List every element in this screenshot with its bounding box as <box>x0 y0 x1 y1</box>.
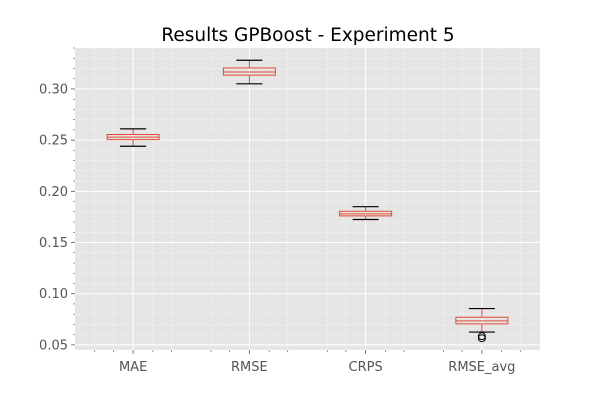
y-tick-label: 0.10 <box>39 287 68 302</box>
x-tick-label: MAE <box>119 360 147 375</box>
y-tick-label: 0.30 <box>39 82 68 97</box>
y-axis: 0.05 0.10 0.15 0.20 0.25 0.30 <box>39 48 75 353</box>
x-axis: MAE RMSE CRPS RMSE_avg <box>95 350 520 375</box>
x-tick-label: RMSE <box>231 360 268 375</box>
plot-area <box>75 48 540 350</box>
x-tick-label: RMSE_avg <box>448 360 515 375</box>
y-tick-label: 0.25 <box>39 134 68 149</box>
y-tick-label: 0.05 <box>39 338 68 353</box>
x-tick-label: CRPS <box>349 360 383 375</box>
y-tick-label: 0.20 <box>39 185 68 200</box>
y-tick-label: 0.15 <box>39 236 68 251</box>
chart-title: Results GPBoost - Experiment 5 <box>161 25 454 46</box>
